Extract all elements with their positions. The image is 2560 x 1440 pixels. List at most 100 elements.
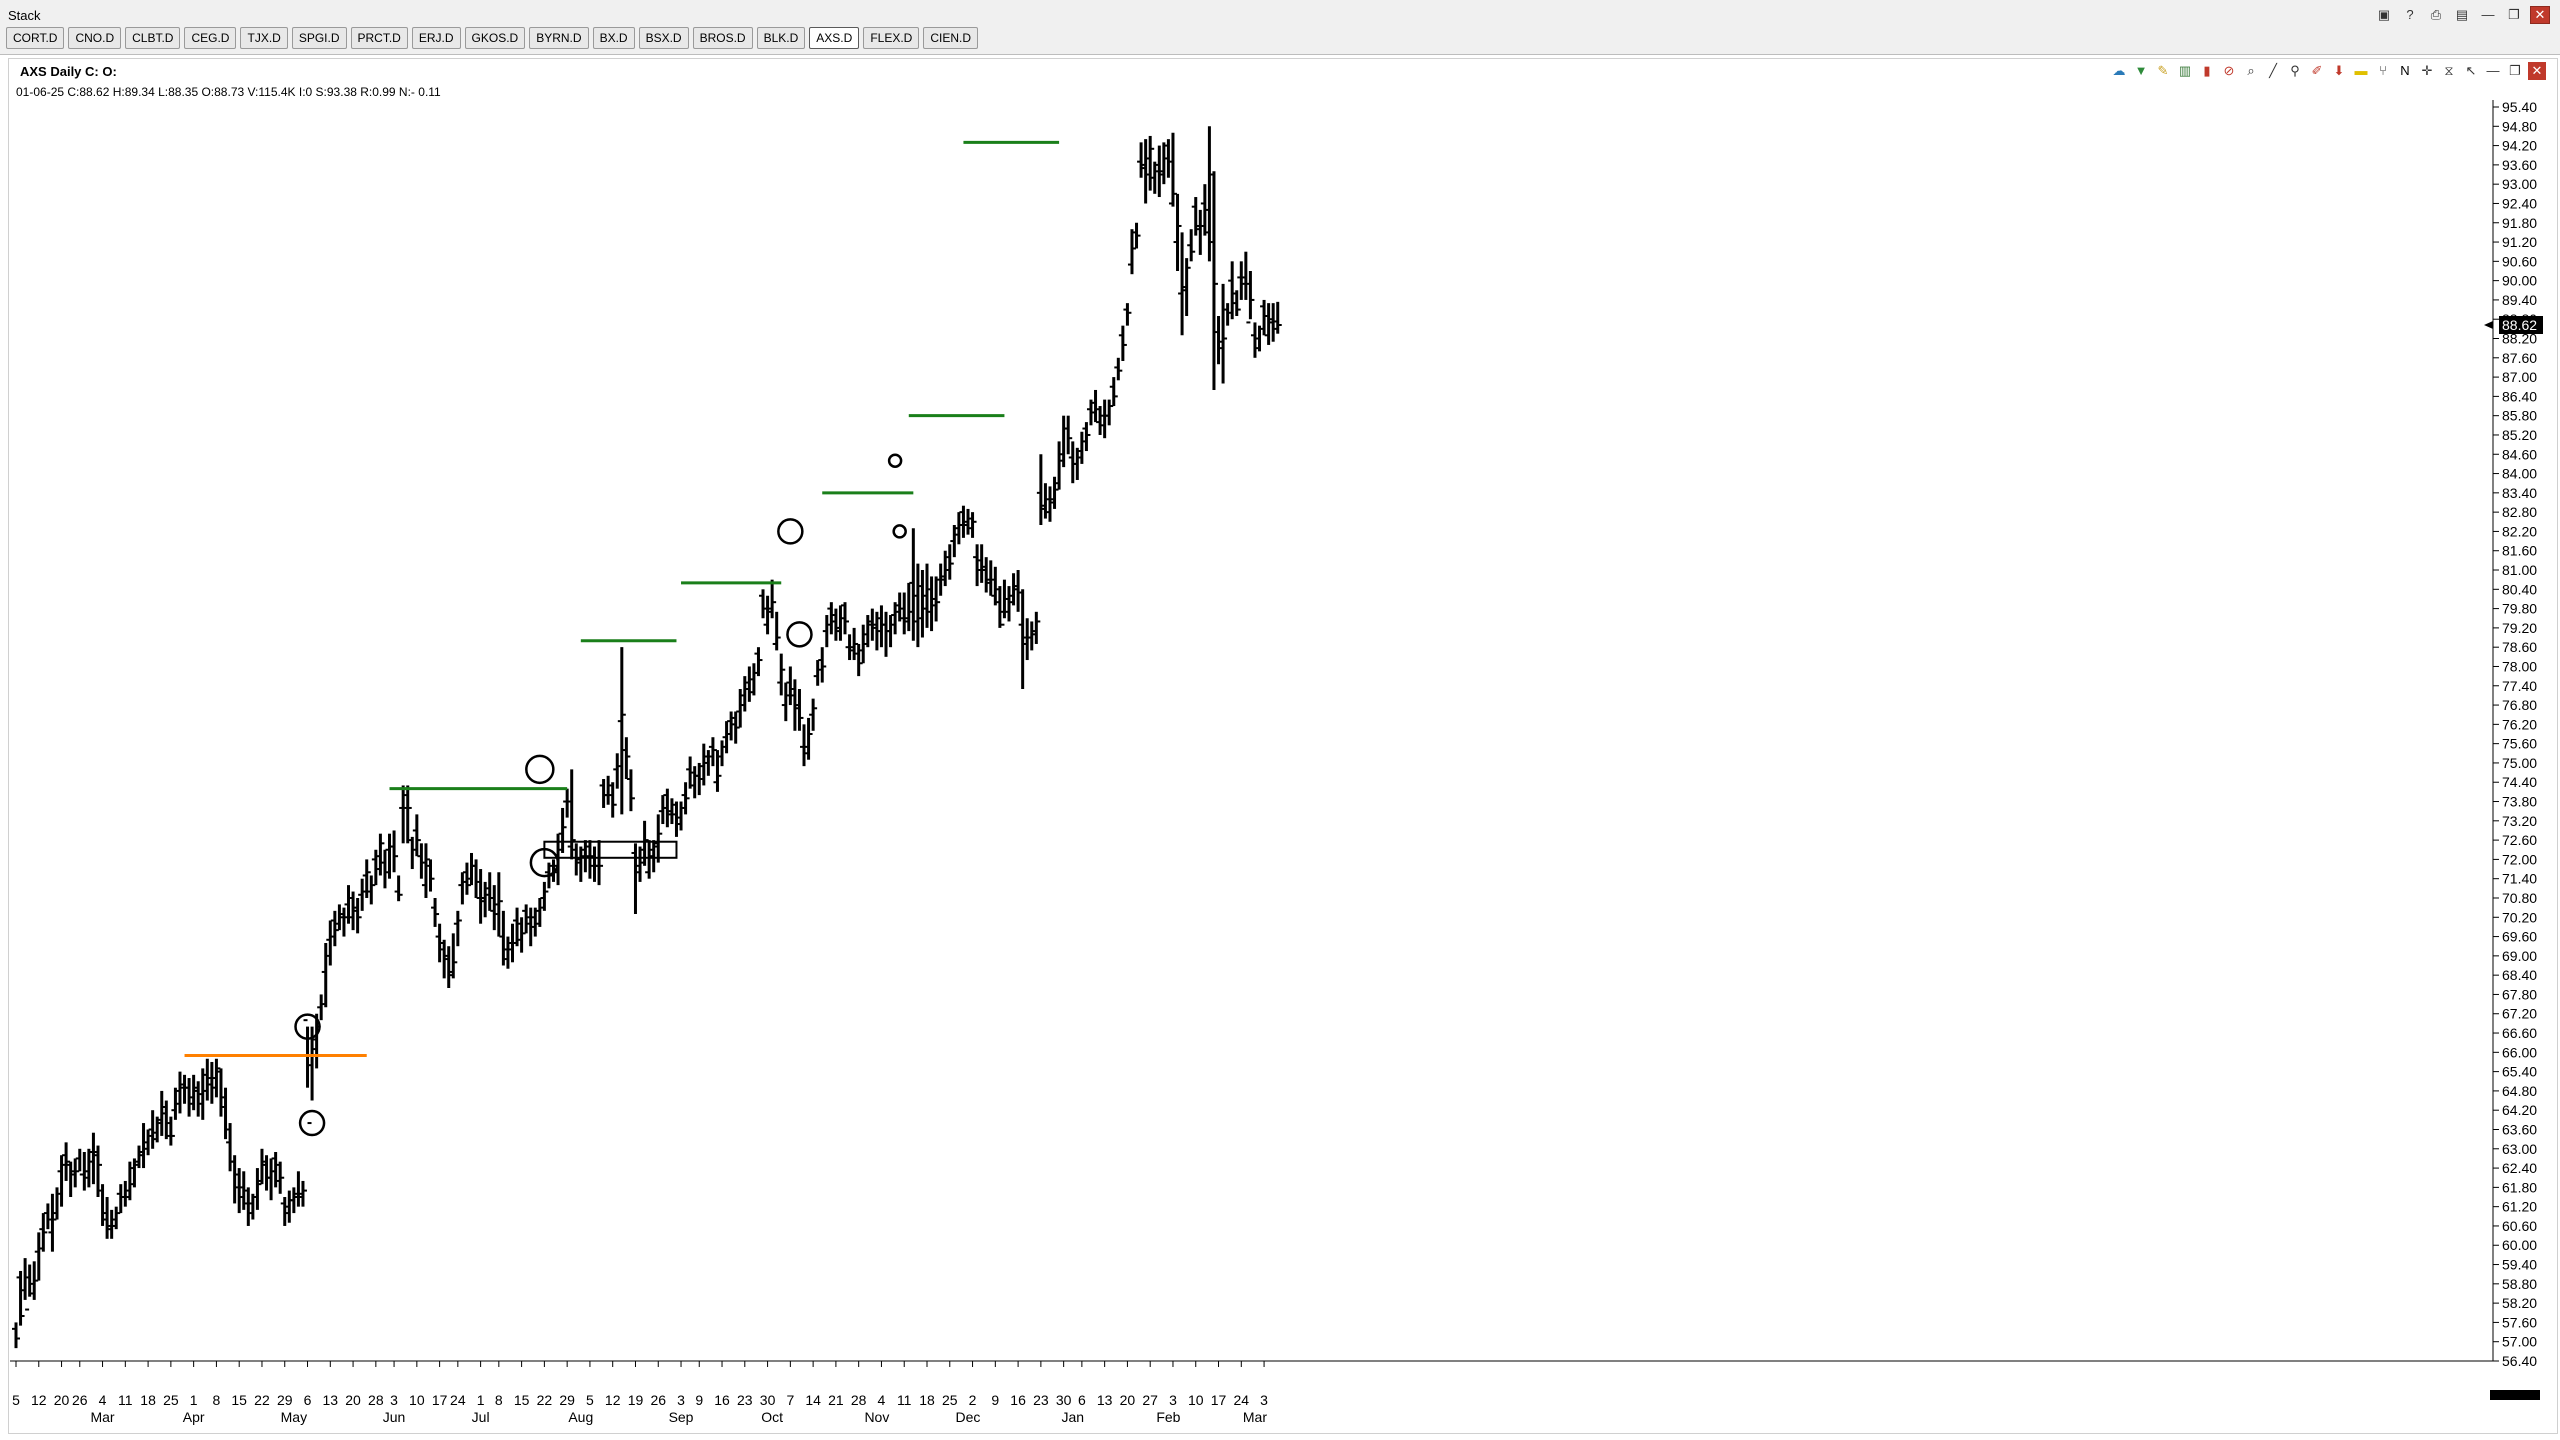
- ohlc-bar: [927, 576, 936, 632]
- marker-circle: [294, 1013, 321, 1040]
- last-price-arrow: [2484, 321, 2493, 330]
- ohlc-bar: [476, 869, 485, 924]
- tab-ceg-d[interactable]: CEG.D: [184, 27, 237, 49]
- filter-icon[interactable]: ▼: [2134, 63, 2148, 78]
- marker-circle: [529, 847, 560, 878]
- ohlc-bar: [727, 711, 736, 741]
- x-tick-label: 17: [432, 1392, 448, 1408]
- n-icon[interactable]: N: [2400, 63, 2410, 78]
- tab-axs-d[interactable]: AXS.D: [809, 27, 860, 49]
- x-tick-label: 16: [714, 1392, 730, 1408]
- ohlc-bar: [121, 1180, 130, 1207]
- pencil-icon[interactable]: ✎: [2157, 63, 2169, 78]
- y-tick-label: 63.00: [2502, 1141, 2537, 1157]
- y-tick-label: 63.60: [2502, 1121, 2537, 1137]
- tab-bsx-d[interactable]: BSX.D: [638, 27, 689, 49]
- chart-frame: [8, 58, 2558, 1434]
- ohlc-bar: [194, 1081, 203, 1117]
- ohlc-bar: [991, 566, 1000, 606]
- ohlc-bar: [1228, 261, 1237, 320]
- ohlc-bar: [1159, 142, 1168, 185]
- crosshair-icon[interactable]: ✛: [2421, 63, 2433, 78]
- ohlc-bar: [1073, 447, 1082, 480]
- close-icon[interactable]: ✕: [2530, 6, 2550, 24]
- help-icon[interactable]: ?: [2406, 7, 2414, 22]
- link-icon[interactable]: ▤: [2455, 7, 2469, 22]
- candle-icon[interactable]: ▮: [2203, 63, 2211, 78]
- ohlc-bar: [353, 897, 362, 934]
- y-tick-label: 94.80: [2502, 118, 2537, 134]
- y-tick-label: 84.60: [2502, 446, 2537, 462]
- bar-chart-icon[interactable]: ▥: [2178, 63, 2192, 78]
- ohlc-bar: [1187, 229, 1196, 262]
- tab-gkos-d[interactable]: GKOS.D: [464, 27, 526, 49]
- tab-prct-d[interactable]: PRCT.D: [350, 27, 408, 49]
- ohlc-bar: [923, 563, 931, 628]
- x-tick-label: 19: [628, 1392, 644, 1408]
- brush-icon[interactable]: ✐: [2311, 63, 2323, 78]
- zoom-icon[interactable]: ⌕: [2247, 63, 2255, 78]
- ohlc-bar: [722, 721, 731, 754]
- minimize-icon[interactable]: —: [2486, 63, 2500, 78]
- fork-icon[interactable]: ⑂: [2379, 63, 2387, 78]
- ohlc-bar: [850, 627, 859, 661]
- marker-circle: [777, 518, 804, 545]
- x-tick-label: 22: [537, 1392, 553, 1408]
- tab-byrn-d[interactable]: BYRN.D: [529, 27, 589, 49]
- restore-icon[interactable]: ❐: [2508, 7, 2520, 22]
- y-tick-label: 90.60: [2502, 253, 2537, 269]
- tab-spgi-d[interactable]: SPGI.D: [291, 27, 347, 49]
- ohlc-bar: [321, 943, 330, 1008]
- tab-cno-d[interactable]: CNO.D: [68, 27, 122, 49]
- line-tool-icon[interactable]: ╱: [2269, 63, 2277, 78]
- measure-icon[interactable]: ⚲: [2290, 63, 2300, 78]
- ohlc-bar: [941, 550, 950, 587]
- restore-icon[interactable]: ❐: [2509, 63, 2521, 78]
- ohlc-bar: [945, 544, 954, 580]
- ohlc-bar: [1250, 322, 1259, 358]
- window-icon[interactable]: ▣: [2377, 7, 2391, 22]
- y-tick-label: 81.60: [2502, 543, 2537, 559]
- ohlc-bar: [1219, 283, 1228, 384]
- tab-flex-d[interactable]: FLEX.D: [863, 27, 920, 49]
- ohlc-bar: [1036, 454, 1045, 525]
- x-tick-label: 20: [1120, 1392, 1136, 1408]
- x-tick-label: 14: [805, 1392, 821, 1408]
- window-title: Stack: [8, 8, 41, 23]
- ohlc-bar: [62, 1142, 71, 1181]
- tab-cien-d[interactable]: CIEN.D: [923, 27, 978, 49]
- ohlc-bar: [572, 843, 581, 876]
- y-tick-label: 94.20: [2502, 138, 2537, 154]
- tab-tjx-d[interactable]: TJX.D: [240, 27, 288, 49]
- ohlc-bar: [818, 647, 827, 683]
- down-arrow-icon[interactable]: ⬇: [2333, 63, 2345, 78]
- tab-bx-d[interactable]: BX.D: [592, 27, 635, 49]
- ohlc-bar: [444, 946, 453, 989]
- tab-clbt-d[interactable]: CLBT.D: [125, 27, 181, 49]
- tab-bros-d[interactable]: BROS.D: [692, 27, 753, 49]
- ohlc-bar: [759, 589, 768, 619]
- no-entry-icon[interactable]: ⊘: [2223, 63, 2235, 78]
- fib-icon[interactable]: ⧖: [2444, 63, 2454, 78]
- ohlc-bar: [904, 582, 913, 632]
- cloud-icon[interactable]: ☁: [2112, 63, 2126, 78]
- tab-blk-d[interactable]: BLK.D: [756, 27, 806, 49]
- cursor-icon[interactable]: ↖: [2465, 63, 2477, 78]
- chart-toolbar: ☁ ▼ ✎ ▥ ▮ ⊘ ⌕ ╱ ⚲ ✐ ⬇ ▬ ⑂ N ✛ ⧖ ↖ — ❐ ✕: [2110, 62, 2546, 80]
- print-icon[interactable]: ⎙: [2430, 7, 2442, 22]
- tab-cort-d[interactable]: CORT.D: [6, 27, 65, 49]
- y-tick-label: 82.80: [2502, 504, 2537, 520]
- ohlc-bar: [440, 939, 449, 979]
- ohlc-bar: [813, 660, 822, 686]
- ohlc-bar: [43, 1203, 52, 1230]
- minimize-icon[interactable]: —: [2481, 7, 2495, 22]
- x-month-label: Oct: [761, 1409, 783, 1425]
- highlight-icon[interactable]: ▬: [2354, 63, 2368, 78]
- ohlc-bar: [426, 859, 435, 892]
- x-tick-label: 9: [695, 1392, 703, 1408]
- x-tick-label: 28: [368, 1392, 384, 1408]
- tab-erj-d[interactable]: ERJ.D: [411, 27, 461, 49]
- y-tick-label: 75.00: [2502, 755, 2537, 771]
- close-icon[interactable]: ✕: [2528, 62, 2546, 80]
